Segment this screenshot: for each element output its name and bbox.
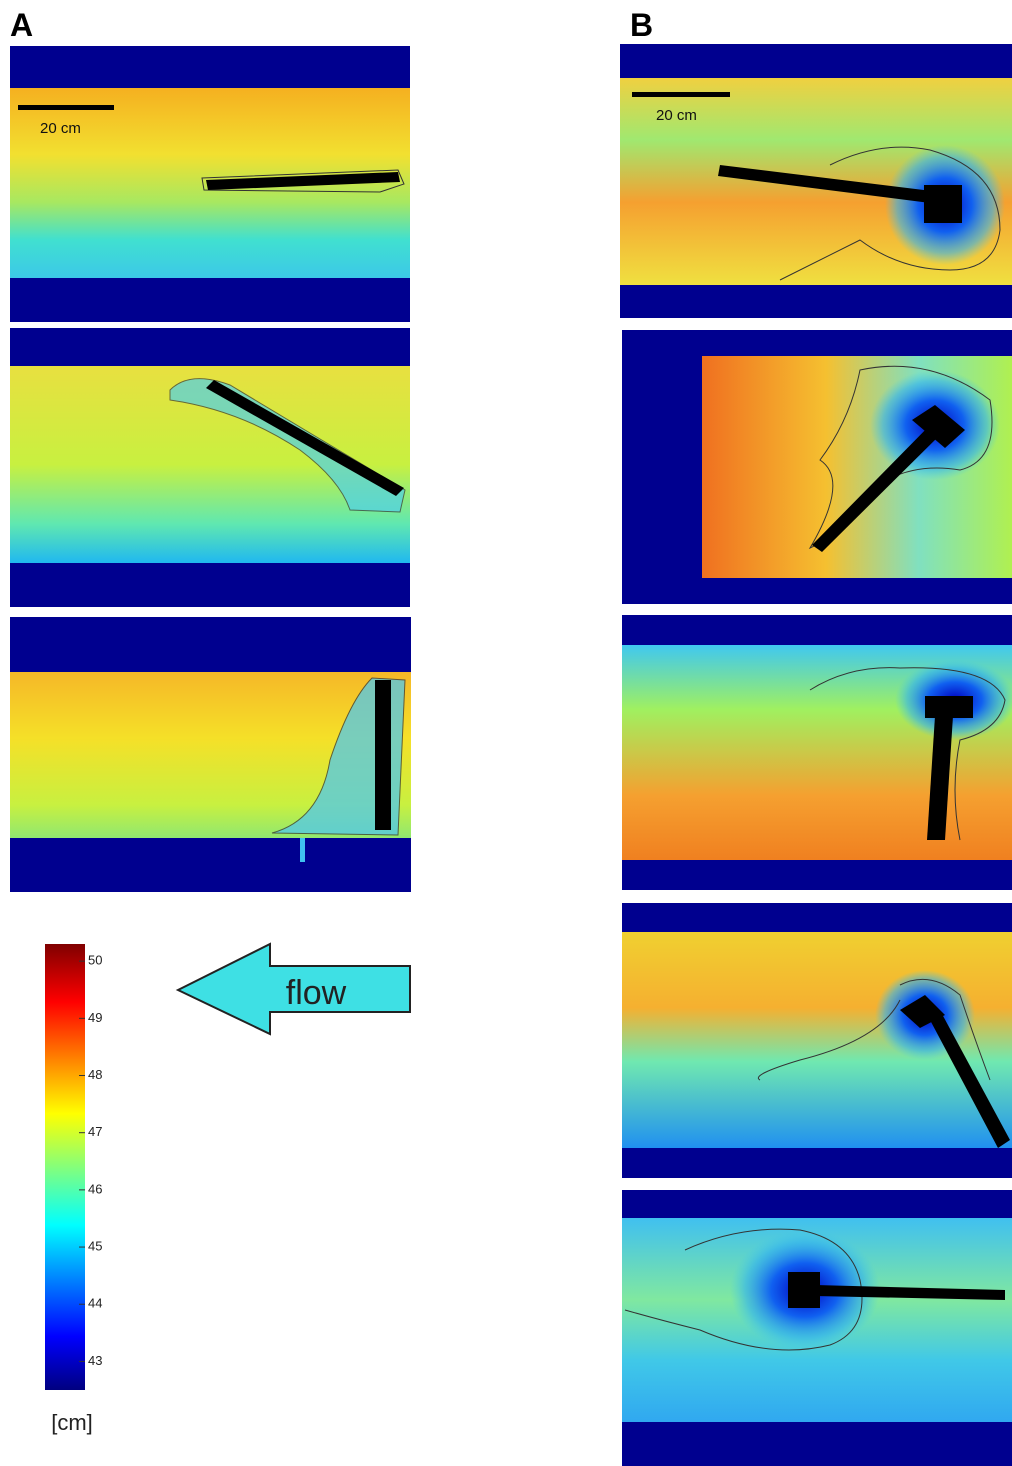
colorbar-tick-label: 50 (88, 953, 102, 968)
map-panel (10, 328, 410, 607)
colorbar-tick-label: 49 (88, 1010, 102, 1025)
colorbar-tick-label: 45 (88, 1238, 102, 1253)
panel-label: A (10, 7, 33, 43)
map-panel (622, 330, 1012, 604)
panel-label: B (630, 7, 653, 43)
colorbar-unit: [cm] (51, 1410, 93, 1435)
scale-bar-label: 20 cm (40, 120, 81, 137)
colorbar-tick-label: 44 (88, 1296, 102, 1311)
map-panel (622, 615, 1012, 890)
colorbar-tick-label: 47 (88, 1124, 102, 1139)
colorbar: [cm] 43 44 45 46 47 48 49 50 (45, 944, 102, 1435)
map-panel (622, 1190, 1012, 1466)
figure: A B 20 cm 20 cm flow (0, 0, 1012, 1466)
colorbar-tick-label: 46 (88, 1181, 102, 1196)
map-panel (10, 617, 411, 892)
map-panel: 20 cm (10, 46, 410, 322)
colorbar-tick-label: 48 (88, 1067, 102, 1082)
flow-label: flow (286, 974, 347, 1012)
map-panel (622, 903, 1012, 1178)
map-panel: 20 cm (620, 44, 1012, 318)
flow-arrow: flow (178, 944, 410, 1034)
scale-bar-label: 20 cm (656, 107, 697, 124)
colorbar-tick-label: 43 (88, 1353, 102, 1368)
